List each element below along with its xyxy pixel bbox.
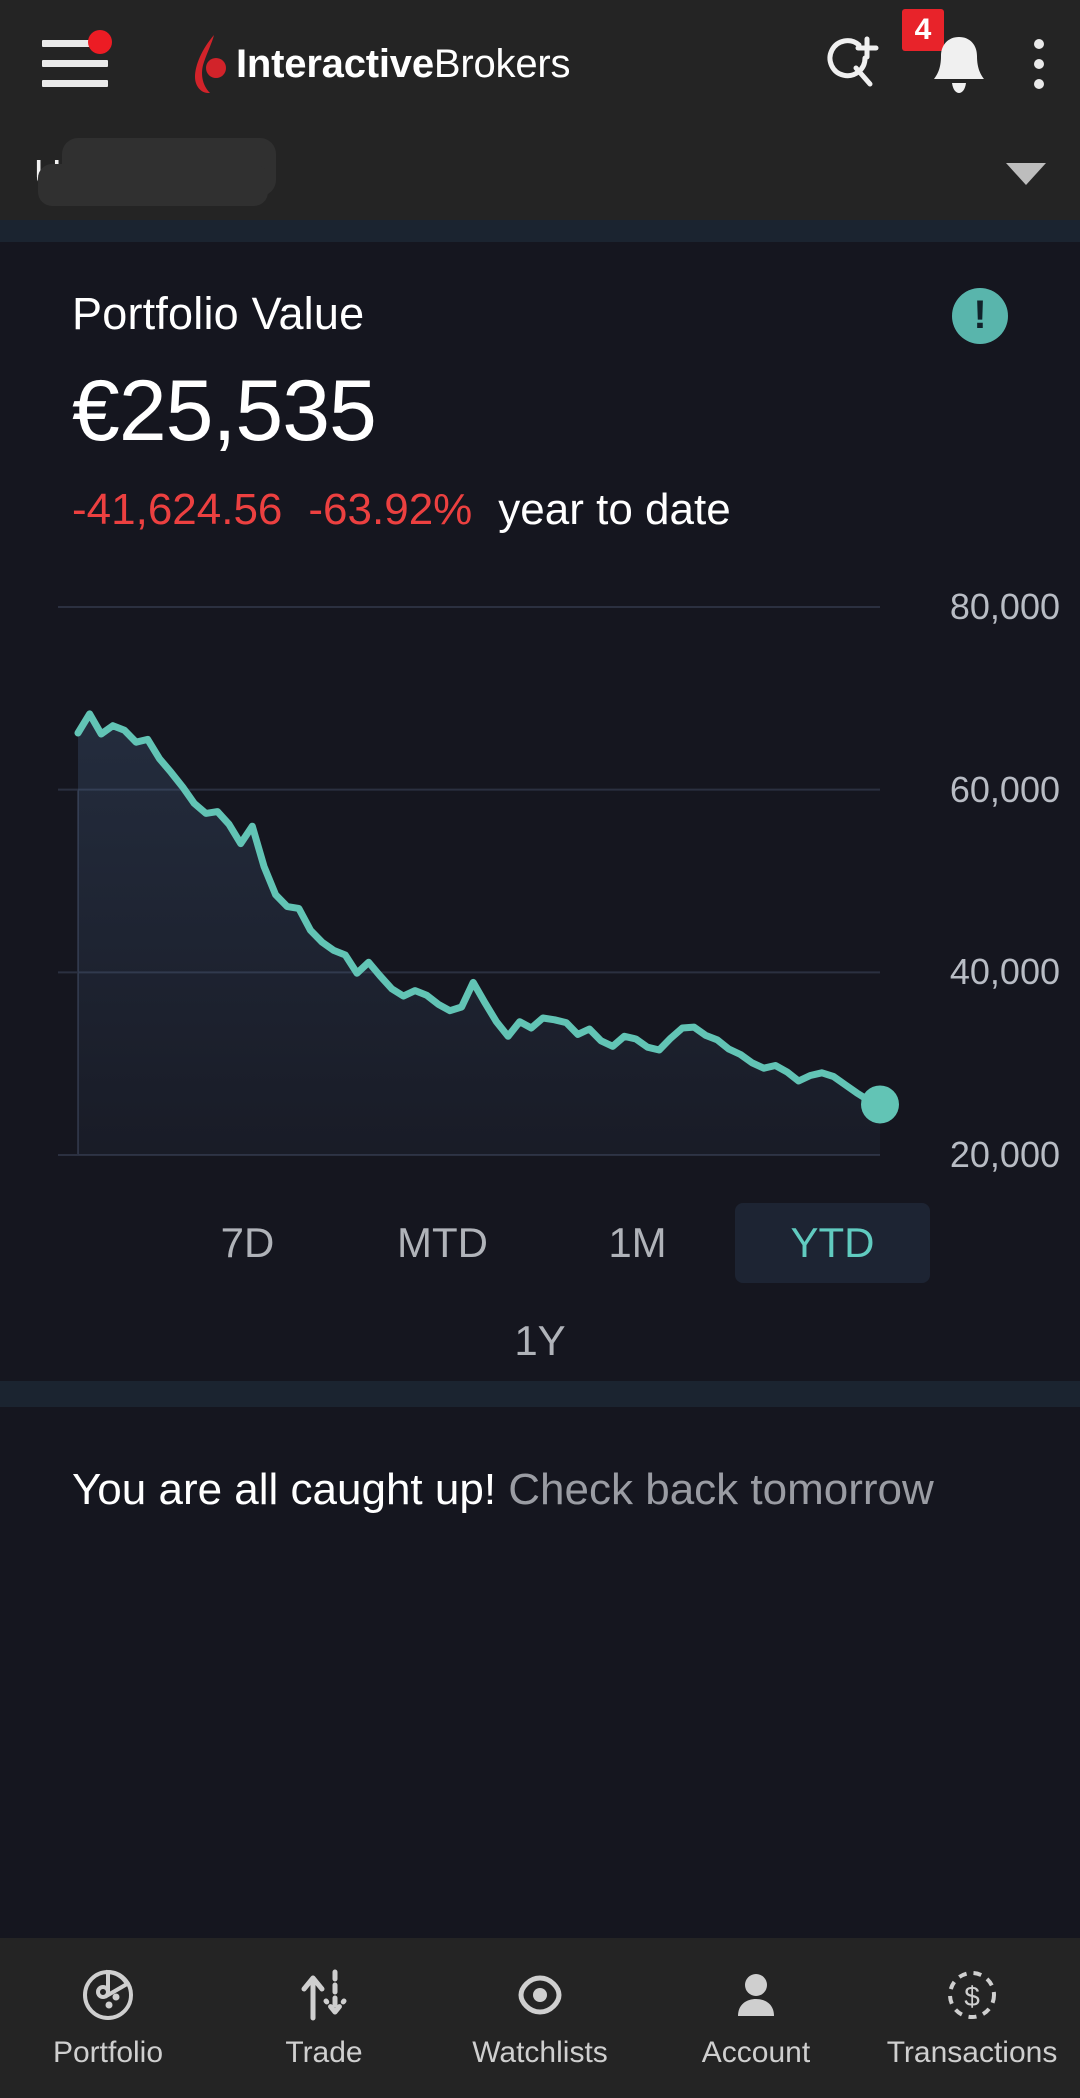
app-bar: InteractiveBrokers 4 xyxy=(0,0,1080,128)
account-selector[interactable]: U xyxy=(0,128,1080,220)
period-button-7d[interactable]: 7D xyxy=(220,1219,275,1266)
brand-name-light: Brokers xyxy=(433,41,571,86)
portfolio-value: €25,535 xyxy=(72,363,377,459)
hamburger-menu-icon[interactable] xyxy=(42,30,112,90)
caught-up-subtext: Check back tomorrow xyxy=(508,1465,934,1514)
eye-icon xyxy=(518,1975,562,2015)
hamburger-line xyxy=(42,40,108,47)
hamburger-line xyxy=(42,60,108,67)
page-title: Portfolio Value xyxy=(72,288,365,339)
portfolio-value-card: Portfolio Value ! €25,535 -41,624.56 -63… xyxy=(0,242,1080,1381)
dollar-circle-icon: $ xyxy=(948,1971,996,2019)
app-bar-actions: 4 xyxy=(818,9,1050,100)
notifications-button[interactable]: 4 xyxy=(902,9,990,97)
svg-text:$: $ xyxy=(964,1981,980,2012)
search-add-icon[interactable] xyxy=(818,29,884,100)
section-divider xyxy=(0,1381,1080,1407)
portfolio-change-row: -41,624.56 -63.92% year to date xyxy=(0,461,1080,535)
change-percent: -63.92% xyxy=(308,485,473,534)
period-selector: 7D MTD 1M YTD xyxy=(0,1185,1080,1283)
chart-y-tick-label: 80,000 xyxy=(949,586,1060,627)
section-divider xyxy=(0,220,1080,242)
period-button-mtd[interactable]: MTD xyxy=(397,1219,488,1266)
nav-item-watchlists[interactable]: Watchlists xyxy=(432,1966,648,2070)
person-icon xyxy=(738,1974,774,2016)
kebab-dot xyxy=(1034,79,1044,89)
change-amount: -41,624.56 xyxy=(72,485,283,534)
kebab-menu-icon[interactable] xyxy=(1034,39,1044,89)
nav-item-label: Transactions xyxy=(886,2036,1058,2069)
ibkr-flame-icon xyxy=(192,35,228,93)
nav-item-label: Watchlists xyxy=(472,2036,608,2069)
caught-up-headline: You are all caught up! xyxy=(72,1465,497,1514)
chart-y-tick-label: 20,000 xyxy=(949,1134,1060,1175)
brand-logo: InteractiveBrokers xyxy=(192,35,571,93)
period-button-1y[interactable]: 1Y xyxy=(514,1317,566,1364)
period-button-ytd[interactable]: YTD xyxy=(735,1203,930,1283)
kebab-dot xyxy=(1034,39,1044,49)
period-selector-row2: 1Y xyxy=(0,1283,1080,1381)
exclamation-info-icon[interactable]: ! xyxy=(952,288,1008,344)
nav-item-label: Account xyxy=(701,2036,811,2069)
info-glyph: ! xyxy=(973,292,987,337)
nav-item-account[interactable]: Account xyxy=(648,1966,864,2070)
chart-area-fill xyxy=(78,713,880,1155)
hamburger-line xyxy=(42,80,108,87)
change-period-label: year to date xyxy=(498,485,731,534)
chart-line xyxy=(74,710,884,1108)
up-down-arrows-icon xyxy=(301,1969,347,2021)
chart-y-tick-label: 60,000 xyxy=(949,768,1060,810)
nav-item-label: Portfolio xyxy=(52,2036,164,2069)
portfolio-chart[interactable]: 80,000 60,000 40,000 20,000 xyxy=(0,575,1080,1185)
portfolio-card-header: Portfolio Value ! xyxy=(0,288,1080,344)
pie-chart-icon xyxy=(83,1969,133,2020)
notification-dot-icon xyxy=(88,30,112,54)
brand-name-bold: Interactive xyxy=(236,41,434,86)
nav-item-transactions[interactable]: $ Transactions xyxy=(864,1966,1080,2070)
nav-item-label: Trade xyxy=(285,2036,363,2069)
bottom-navigation: Portfolio Trade Watchlists Account $ Transact… xyxy=(0,1938,1080,2098)
portfolio-chart-svg xyxy=(58,606,899,1156)
chart-y-tick-label: 40,000 xyxy=(949,951,1060,993)
chevron-down-icon[interactable] xyxy=(1006,163,1046,185)
nav-item-trade[interactable]: Trade xyxy=(216,1966,432,2070)
notification-badge: 4 xyxy=(902,9,944,51)
bell-icon xyxy=(934,37,984,93)
kebab-dot xyxy=(1034,59,1044,69)
nav-item-portfolio[interactable]: Portfolio xyxy=(0,1966,216,2070)
redacted-account-id xyxy=(38,138,276,206)
caught-up-notice: You are all caught up! Check back tomorr… xyxy=(0,1407,1080,1938)
period-button-1m[interactable]: 1M xyxy=(608,1219,667,1266)
chart-endpoint-marker xyxy=(861,1085,899,1124)
